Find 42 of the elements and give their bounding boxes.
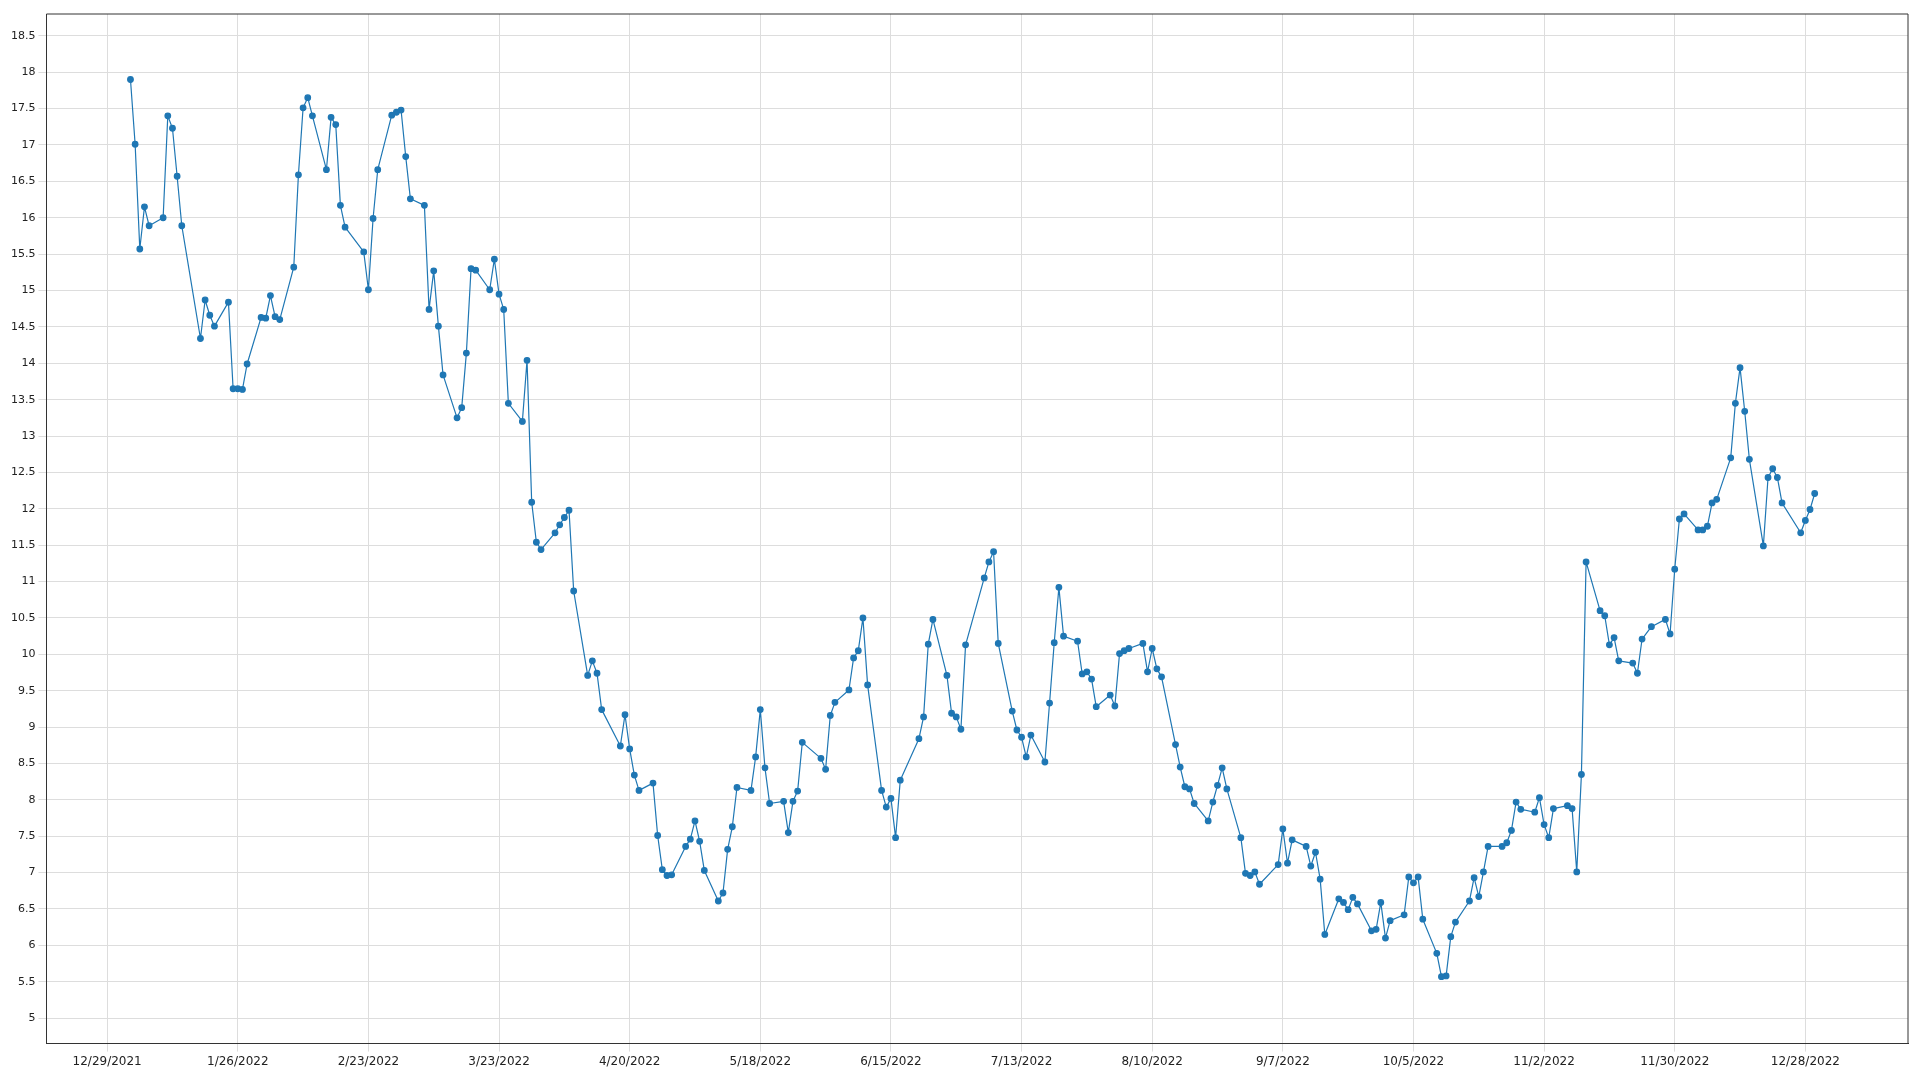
x-tick-label: 7/13/2022	[990, 1053, 1053, 1068]
x-tick-label: 12/29/2021	[72, 1053, 142, 1068]
x-tick-label: 4/20/2022	[598, 1053, 661, 1068]
y-tick-label: 8.5	[17, 756, 36, 770]
y-tick-label: 6	[28, 938, 36, 952]
y-tick-label: 12	[21, 501, 36, 515]
y-tick-label: 7.5	[17, 829, 36, 843]
y-tick-label: 13	[21, 428, 36, 442]
y-tick-label: 10	[21, 647, 36, 661]
x-tick-label: 1/26/2022	[207, 1053, 269, 1068]
x-tick-label: 11/30/2022	[1640, 1053, 1710, 1068]
x-tick-label: 10/5/2022	[1382, 1053, 1445, 1068]
x-tick-label: 3/23/2022	[468, 1053, 530, 1068]
y-tick-label: 9.5	[17, 683, 36, 697]
y-tick-label: 17	[21, 137, 36, 151]
x-tick-label: 2/23/2022	[337, 1053, 400, 1068]
x-tick-label: 5/18/2022	[729, 1053, 792, 1068]
y-tick-label: 12.5	[10, 465, 36, 479]
y-tick-label: 6.5	[17, 901, 36, 915]
y-tick-label: 14	[21, 356, 36, 370]
y-tick-label: 16.5	[10, 174, 36, 188]
y-tick-label: 13.5	[10, 392, 36, 406]
y-tick-label: 5	[28, 1010, 36, 1024]
x-tick-label: 9/7/2022	[1255, 1053, 1310, 1068]
y-tick-label: 10.5	[10, 610, 36, 624]
y-tick-label: 11.5	[10, 538, 36, 552]
x-tick-label: 12/28/2022	[1770, 1053, 1840, 1068]
y-tick-label: 16	[21, 210, 36, 224]
x-tick-label: 8/10/2022	[1121, 1053, 1183, 1068]
x-tick-label: 11/2/2022	[1513, 1053, 1575, 1068]
y-tick-label: 14.5	[10, 319, 36, 333]
y-tick-label: 15.5	[10, 246, 36, 260]
y-tick-label: 8	[28, 792, 36, 806]
y-tick-label: 18.5	[10, 28, 36, 42]
y-tick-label: 7	[28, 865, 36, 879]
y-tick-label: 9	[28, 719, 36, 733]
y-tick-label: 17.5	[10, 101, 36, 115]
y-tick-label: 18	[21, 65, 36, 79]
x-tick-label: 6/15/2022	[860, 1053, 922, 1068]
y-tick-label: 5.5	[17, 974, 36, 988]
y-tick-label: 11	[21, 574, 36, 588]
y-tick-label: 15	[21, 283, 36, 297]
